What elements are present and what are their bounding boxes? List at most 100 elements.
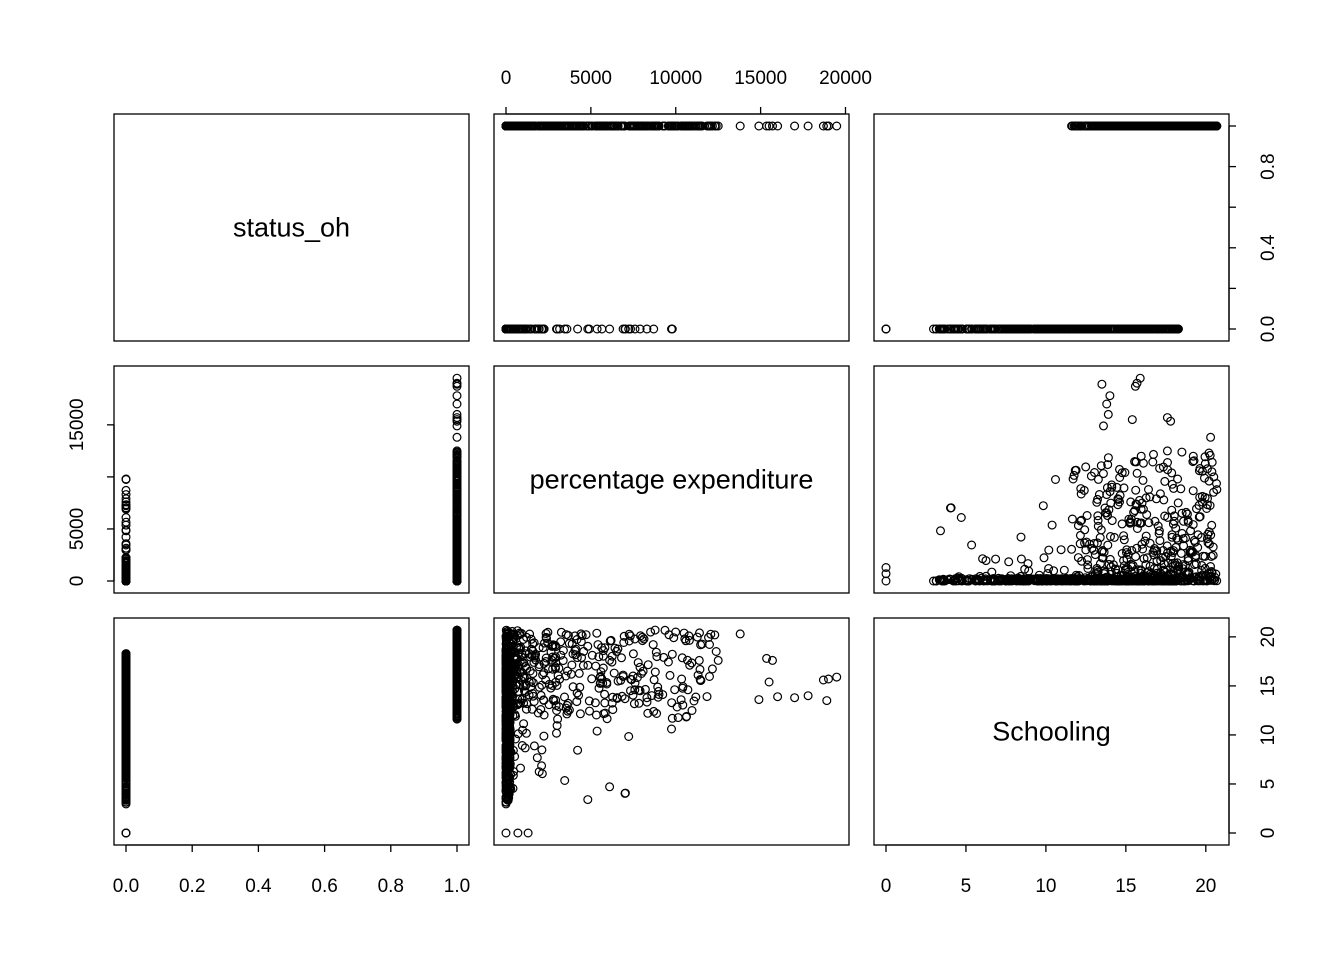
data-point <box>122 829 130 837</box>
tick-label: 15000 <box>67 398 88 451</box>
data-point <box>1069 515 1077 523</box>
panel-r1-c0 <box>114 366 469 593</box>
data-point <box>882 325 890 333</box>
data-point <box>1177 550 1185 558</box>
tick-label: 0.4 <box>245 876 272 897</box>
data-point <box>1161 478 1169 486</box>
tick-label: 15000 <box>734 68 787 89</box>
data-point <box>1081 526 1089 534</box>
data-point <box>122 514 130 522</box>
tick-label: 15 <box>1115 876 1136 897</box>
tick-label: 0.2 <box>179 876 205 897</box>
data-point <box>1145 486 1153 494</box>
data-point <box>1108 517 1116 525</box>
panel-r2-c0 <box>114 618 469 845</box>
data-point <box>574 325 582 333</box>
data-point <box>1068 545 1076 553</box>
tick-label: 0.0 <box>1258 316 1279 342</box>
data-point <box>1160 496 1168 504</box>
data-point <box>1045 546 1053 554</box>
tick-label: 0.4 <box>1258 234 1279 261</box>
data-point <box>1118 520 1126 528</box>
diagonal-label: status_oh <box>233 213 350 243</box>
data-point <box>1017 533 1025 541</box>
tick-label: 10 <box>1035 876 1056 897</box>
data-point <box>1133 469 1141 477</box>
data-point <box>1174 499 1182 507</box>
tick-label: 0.6 <box>311 876 337 897</box>
data-point <box>1094 512 1102 520</box>
data-point <box>1104 411 1112 419</box>
data-point <box>1077 532 1085 540</box>
data-point <box>992 555 1000 563</box>
data-point <box>1150 451 1158 459</box>
data-point <box>937 527 945 535</box>
data-point <box>968 541 976 549</box>
data-point <box>736 122 744 130</box>
data-point <box>1005 558 1013 566</box>
tick-label: 5 <box>1258 779 1279 790</box>
data-point <box>1096 491 1104 499</box>
tick-label: 0 <box>881 876 892 897</box>
data-point <box>1128 416 1136 424</box>
data-point <box>1060 566 1068 574</box>
data-point <box>122 475 130 483</box>
tick-label: 0 <box>1258 828 1279 839</box>
data-point <box>1040 554 1048 562</box>
panel-r0-c2 <box>874 114 1229 341</box>
tick-label: 10000 <box>649 68 702 89</box>
tick-label: 0.8 <box>1258 153 1279 179</box>
data-point <box>1210 473 1218 481</box>
data-point <box>1103 400 1111 408</box>
data-point <box>540 732 548 740</box>
tick-label: 20 <box>1195 876 1216 897</box>
data-point <box>598 325 606 333</box>
tick-label: 15 <box>1258 675 1279 696</box>
data-point <box>804 122 812 130</box>
data-point <box>1052 476 1060 484</box>
tick-label: 20 <box>1258 626 1279 647</box>
data-point <box>453 392 461 400</box>
data-point <box>1137 452 1145 460</box>
tick-label: 0.8 <box>378 876 404 897</box>
data-point <box>833 122 841 130</box>
tick-label: 20000 <box>819 68 872 89</box>
tick-label: 5000 <box>67 508 88 550</box>
tick-label: 1.0 <box>444 876 470 897</box>
data-point <box>453 433 461 441</box>
tick-label: 5 <box>961 876 972 897</box>
data-point <box>1178 448 1186 456</box>
data-point <box>606 325 614 333</box>
data-point <box>1207 433 1215 441</box>
data-point <box>1048 521 1056 529</box>
diagonal-label: Schooling <box>992 717 1111 747</box>
data-point <box>1116 474 1124 482</box>
data-point <box>1106 392 1114 400</box>
tick-label: 0.0 <box>113 876 139 897</box>
data-point <box>882 577 890 585</box>
data-point <box>1164 447 1172 455</box>
data-point <box>1149 458 1157 466</box>
data-point <box>1142 532 1150 540</box>
data-point <box>1132 486 1140 494</box>
tick-label: 5000 <box>570 68 612 89</box>
data-point <box>1082 463 1090 471</box>
data-point <box>1132 553 1140 561</box>
data-point <box>1098 380 1106 388</box>
data-point <box>1189 487 1197 495</box>
data-point <box>1057 546 1065 554</box>
diagonal-label: percentage expenditure <box>530 465 814 495</box>
data-point <box>755 122 763 130</box>
tick-label: 0 <box>67 576 88 587</box>
tick-label: 10 <box>1258 724 1279 745</box>
panel-r0-c1 <box>494 114 849 341</box>
data-point <box>1139 477 1147 485</box>
data-point <box>553 729 561 737</box>
data-point <box>791 122 799 130</box>
data-point <box>957 514 965 522</box>
tick-label: 0 <box>501 68 512 89</box>
data-point <box>593 727 601 735</box>
data-point <box>1100 422 1108 430</box>
